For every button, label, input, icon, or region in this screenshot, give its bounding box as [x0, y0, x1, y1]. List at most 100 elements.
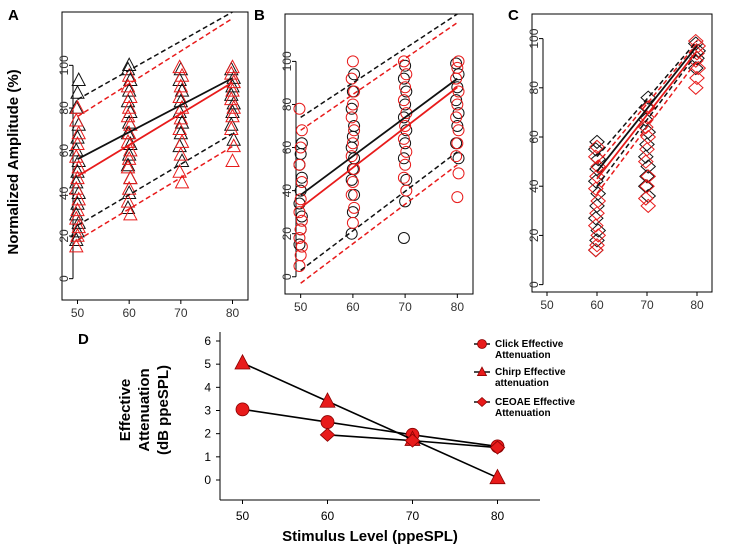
- data-point: [295, 137, 308, 150]
- data-point: [687, 80, 704, 95]
- y-tick-label: 80: [57, 101, 71, 115]
- data-point: [120, 133, 136, 148]
- data-point: [451, 191, 464, 204]
- data-point: [399, 98, 412, 111]
- y-tick-label: 0: [527, 281, 541, 288]
- data-point: [226, 138, 242, 153]
- data-point: [172, 163, 187, 178]
- data-point: [70, 163, 85, 178]
- data-point: [71, 125, 87, 140]
- y-tick-label: 6: [204, 334, 211, 348]
- data-point: [123, 170, 138, 185]
- data-point: [173, 93, 189, 108]
- data-point: [226, 74, 242, 89]
- y-tick-label: 3: [204, 404, 211, 418]
- data-point: [397, 55, 410, 68]
- x-tick-label: 70: [406, 509, 420, 523]
- data-point: [294, 223, 307, 236]
- data-point: [123, 89, 138, 104]
- data-point: [346, 176, 359, 188]
- data-point: [123, 142, 138, 157]
- data-point: [452, 55, 465, 68]
- data-point: [295, 240, 308, 253]
- data-point: [397, 152, 410, 165]
- panel-label-b: B: [254, 7, 265, 24]
- legend-label: Click Effective Attenuation: [495, 339, 564, 361]
- data-point: [121, 125, 137, 140]
- data-point: [70, 84, 85, 99]
- data-point: [451, 61, 464, 74]
- y-tick-label: 40: [57, 186, 71, 200]
- data-point: [400, 85, 413, 98]
- data-point: [452, 167, 465, 180]
- data-point: [294, 141, 307, 154]
- data-point: [121, 150, 137, 165]
- data-point: [587, 149, 604, 164]
- confidence-line: [596, 60, 698, 195]
- series-marker: [235, 402, 250, 417]
- data-point: [71, 219, 87, 234]
- data-point: [71, 191, 87, 206]
- data-point: [174, 133, 190, 148]
- data-point: [121, 82, 137, 97]
- data-point: [399, 158, 412, 171]
- confidence-line: [300, 151, 458, 271]
- data-point: [348, 201, 361, 214]
- legend-marker: [477, 339, 487, 349]
- series-marker: [319, 392, 336, 408]
- data-point: [225, 78, 240, 93]
- data-point: [120, 108, 136, 123]
- data-point: [226, 131, 242, 146]
- confidence-line: [300, 14, 458, 119]
- data-point: [120, 61, 136, 76]
- y-tick-label: 60: [280, 141, 294, 155]
- data-point: [70, 99, 85, 114]
- x-tick-label: 60: [346, 300, 360, 314]
- data-point: [345, 111, 358, 124]
- data-point: [295, 124, 308, 137]
- data-point: [172, 89, 187, 104]
- confidence-line: [300, 164, 458, 284]
- x-tick-label: 50: [294, 300, 308, 314]
- confidence-line: [596, 43, 698, 165]
- data-point: [294, 193, 307, 206]
- data-point: [225, 82, 240, 97]
- data-point: [172, 121, 187, 136]
- data-point: [70, 129, 85, 144]
- data-point: [452, 124, 465, 137]
- fit-lines: [596, 40, 698, 195]
- data-point: [295, 171, 308, 184]
- y-tick-label: 100: [527, 28, 541, 48]
- data-point: [637, 119, 654, 135]
- data-point: [637, 191, 654, 206]
- legend-label: CEOAE Effective Attenuation: [495, 397, 575, 419]
- data-point: [223, 91, 239, 106]
- x-axis-title: Stimulus Level (ppeSPL): [282, 528, 458, 545]
- y-axis-title-line: Attenuation: [136, 368, 153, 451]
- data-point: [223, 116, 239, 131]
- fit-lines: [77, 12, 233, 241]
- y-axis-title-line: Effective: [117, 379, 134, 442]
- data-point: [68, 238, 84, 253]
- data-point: [590, 186, 607, 201]
- data-point: [120, 193, 136, 208]
- data-point: [690, 60, 707, 76]
- x-tick-label: 70: [174, 306, 188, 320]
- data-point: [174, 114, 190, 129]
- data-point: [226, 99, 242, 114]
- data-point: [70, 170, 85, 185]
- data-point: [348, 163, 361, 176]
- data-point: [121, 146, 137, 161]
- data-point: [293, 158, 306, 171]
- series-line: [242, 408, 498, 448]
- series-marker: [234, 353, 251, 370]
- chart-panel-c: 50 60 70 80 0 20 40 60 80 100: [527, 13, 713, 312]
- confidence-line: [596, 52, 698, 187]
- data-point: [225, 153, 240, 168]
- series-marker: [320, 415, 335, 429]
- y-tick-label: 40: [527, 179, 541, 193]
- data-point: [639, 137, 655, 152]
- y-tick-label: 60: [57, 144, 71, 158]
- y-axis-title-top: Normalized Amplitude (%): [5, 69, 22, 254]
